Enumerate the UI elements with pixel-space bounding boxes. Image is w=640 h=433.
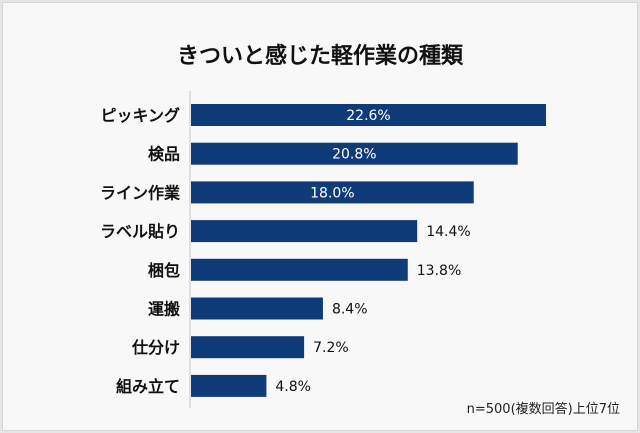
bar [191,142,518,165]
data-label: 4.8% [275,379,311,395]
data-label: 18.0% [310,185,354,201]
data-label: 13.8% [417,263,461,279]
category-label: 仕分け [131,338,180,357]
category-label: ライン作業 [100,183,181,202]
bar [191,297,323,320]
category-label: 組み立て [116,377,180,396]
chart-title: きついと感じた軽作業の種類 [176,44,463,69]
data-label: 20.8% [332,147,376,163]
category-label: ラベル貼り [100,222,180,241]
data-label: 8.4% [332,302,368,318]
category-label: 検品 [148,145,180,164]
bar [191,104,546,126]
bar [191,374,267,397]
data-label: 14.4% [426,224,470,240]
bar [191,336,305,359]
category-label: 運搬 [148,300,180,319]
data-label: 22.6% [346,108,390,124]
data-label: 7.2% [313,340,349,356]
category-label: 梱包 [148,261,180,280]
bar [191,258,408,281]
sample-note: n=500(複数回答)上位7位 [466,402,620,417]
bar [191,181,474,204]
bar [191,220,418,243]
category-label: ピッキング [100,106,180,125]
